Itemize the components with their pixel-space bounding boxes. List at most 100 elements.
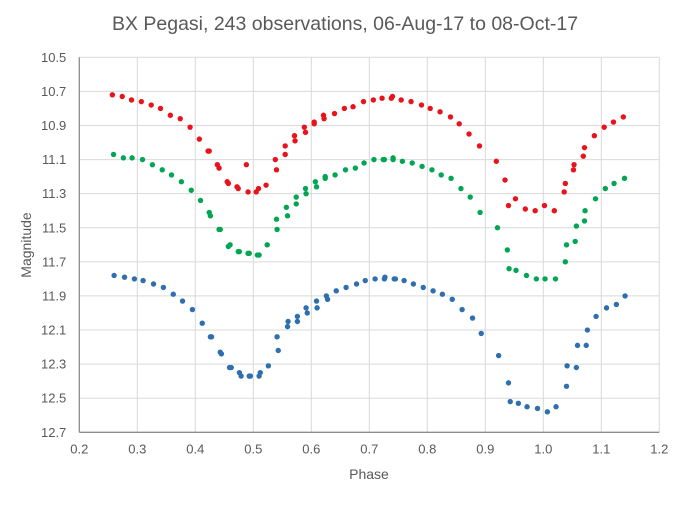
data-point [552, 276, 559, 282]
data-point [495, 352, 502, 359]
data-point [333, 288, 339, 294]
data-point [149, 161, 156, 168]
data-point [494, 225, 501, 231]
data-point [189, 306, 196, 313]
data-point [208, 334, 215, 340]
y-tick-label: 11.1 [42, 152, 66, 167]
data-point [534, 405, 541, 412]
data-point [458, 185, 464, 192]
data-point [610, 119, 617, 125]
series-0 [109, 92, 627, 214]
data-point [572, 238, 578, 245]
data-point [293, 194, 299, 200]
x-tick-label: 0.7 [360, 441, 378, 456]
data-point [360, 98, 367, 105]
data-point [398, 97, 404, 103]
data-point [524, 404, 530, 410]
data-point [447, 114, 454, 120]
data-point [551, 208, 558, 214]
data-point [390, 156, 396, 163]
data-point [207, 213, 214, 219]
data-point [332, 172, 338, 178]
data-point [562, 259, 569, 265]
data-point [256, 252, 262, 258]
data-point [187, 124, 193, 130]
data-point [217, 226, 223, 233]
data-point [275, 347, 281, 354]
data-point [372, 276, 378, 282]
data-point [225, 180, 232, 187]
y-axis-label: Magnitude [18, 212, 34, 278]
data-point [199, 320, 205, 326]
data-point [314, 305, 320, 311]
data-point [311, 121, 317, 127]
data-point [573, 364, 580, 371]
data-point [196, 136, 203, 142]
data-point [321, 115, 327, 122]
data-point [140, 277, 146, 284]
data-point [478, 330, 484, 337]
data-point [602, 185, 609, 192]
x-tick-label: 0.3 [128, 441, 146, 456]
y-tick-label: 12.5 [41, 391, 66, 406]
x-tick-label: 0.8 [418, 441, 436, 456]
y-tick-label: 11.9 [42, 288, 66, 303]
data-point [264, 242, 270, 248]
data-point [188, 187, 194, 193]
series-2 [111, 272, 628, 415]
data-point [477, 209, 483, 216]
data-point [515, 400, 522, 407]
data-point [504, 247, 511, 253]
data-point [282, 151, 288, 158]
data-point [448, 175, 454, 182]
data-point [139, 156, 146, 163]
data-point [197, 197, 204, 204]
data-point [582, 208, 588, 214]
data-point [313, 184, 320, 190]
data-point [119, 93, 125, 100]
data-point [532, 208, 538, 214]
data-point [438, 172, 444, 178]
data-point [283, 204, 290, 210]
data-point [304, 310, 310, 316]
data-point [603, 305, 610, 311]
y-tick-label: 11.3 [42, 186, 66, 201]
data-point [285, 318, 291, 325]
data-point [505, 202, 512, 209]
y-tick-label: 10.5 [41, 50, 66, 65]
data-point [168, 172, 175, 178]
data-point [216, 165, 222, 171]
data-point [273, 216, 280, 222]
data-point [121, 274, 128, 280]
data-point [265, 363, 272, 369]
data-point [170, 291, 176, 297]
data-point [312, 179, 319, 185]
data-point [243, 161, 250, 168]
data-point [544, 409, 551, 415]
data-point [522, 206, 529, 212]
x-axis-label: Phase [349, 466, 389, 482]
data-point [622, 293, 628, 299]
data-point [274, 334, 280, 340]
data-points [109, 92, 628, 415]
data-point [570, 167, 577, 173]
data-point [303, 305, 309, 311]
data-point [459, 306, 465, 313]
data-point [456, 121, 462, 127]
data-point [301, 124, 308, 130]
data-point [238, 373, 244, 379]
data-point [419, 163, 425, 170]
data-point [159, 167, 165, 173]
data-point [157, 105, 164, 112]
x-tick-label: 0.4 [186, 441, 204, 456]
data-point [449, 296, 455, 303]
data-point [542, 276, 548, 282]
data-point [218, 351, 225, 357]
data-point [476, 143, 483, 149]
data-point [399, 158, 406, 164]
data-point [361, 160, 367, 166]
data-point [255, 185, 262, 192]
data-point [263, 182, 269, 188]
data-point [593, 313, 599, 320]
